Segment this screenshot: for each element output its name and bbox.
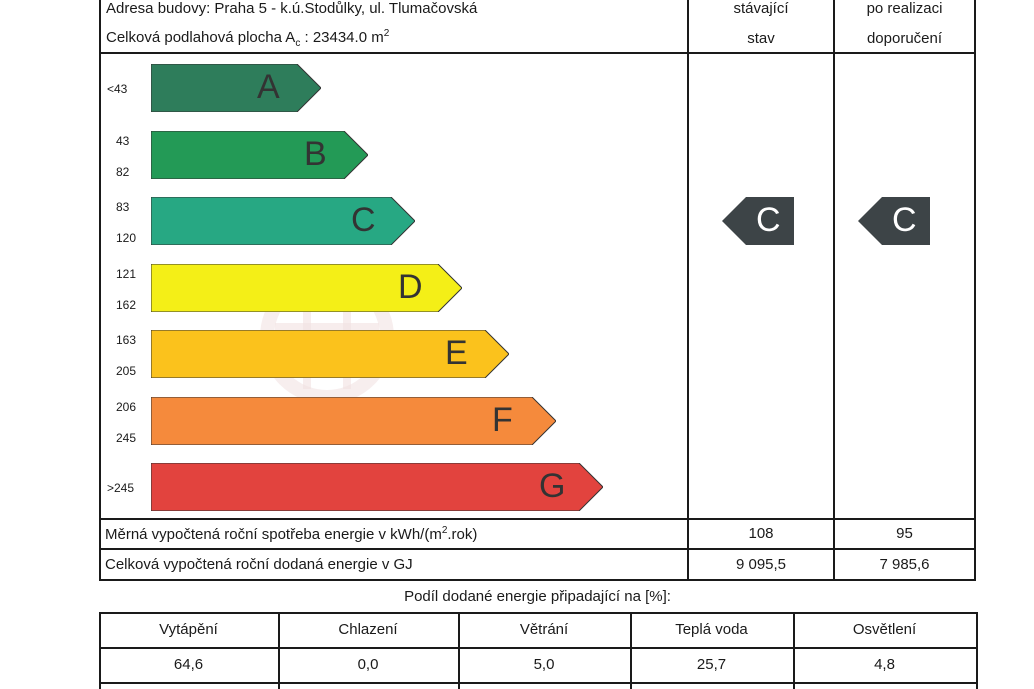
total-current-value: 9 095,5 bbox=[735, 556, 787, 573]
share-header-cell: Chlazení bbox=[338, 621, 398, 638]
energy-class-letter-b: B bbox=[304, 134, 327, 173]
specific-current-value: 108 bbox=[748, 525, 774, 542]
share-value-cell: 5,0 bbox=[533, 656, 555, 673]
share-top bbox=[99, 612, 976, 614]
share-col-line bbox=[99, 612, 101, 689]
share-header-cell: Osvětlení bbox=[852, 621, 917, 638]
energy-class-letter-a: A bbox=[257, 68, 280, 106]
current-class-letter: C bbox=[756, 201, 781, 239]
energy-class-bar-f: F bbox=[151, 396, 556, 445]
energy-class-range-high-d: 162 bbox=[116, 297, 137, 312]
energy-class-range-g: >245 bbox=[107, 481, 135, 495]
share-value-cell: 64,6 bbox=[173, 656, 204, 673]
energy-class-bar-e: E bbox=[151, 330, 509, 378]
frame-row2-bottom bbox=[99, 579, 976, 581]
share-col-line bbox=[630, 612, 632, 689]
energy-class-range-low-f: 206 bbox=[116, 399, 137, 414]
energy-class-range-low-c: 83 bbox=[116, 200, 130, 214]
energy-class-letter-e: E bbox=[445, 334, 468, 372]
col-current-header-1: stávající bbox=[733, 0, 789, 17]
energy-class-bar-d: D bbox=[151, 263, 462, 312]
floor-area: Celková podlahová plocha Ac : 23434.0 m2 bbox=[106, 28, 389, 49]
energy-class-shape-g bbox=[151, 463, 603, 511]
specific-label-suffix: .rok) bbox=[447, 526, 478, 543]
energy-class-letter-f: F bbox=[492, 400, 513, 439]
share-mid bbox=[99, 647, 976, 649]
after-class-indicator: C bbox=[858, 197, 930, 245]
floor-area-value: : 23434.0 m bbox=[300, 29, 384, 46]
share-col-line bbox=[458, 612, 460, 689]
energy-class-letter-g: G bbox=[539, 467, 566, 505]
specific-consumption-label: Měrná vypočtená roční spotřeba energie v… bbox=[105, 525, 477, 543]
frame-chart-bottom bbox=[99, 518, 976, 520]
share-header-cell: Větrání bbox=[519, 621, 569, 638]
current-indicator-shape bbox=[722, 197, 794, 245]
energy-class-range-high-f: 245 bbox=[116, 430, 137, 445]
specific-after-value: 95 bbox=[896, 525, 913, 542]
building-address: Adresa budovy: Praha 5 - k.ú.Stodůlky, u… bbox=[106, 0, 478, 17]
energy-class-bar-g: G bbox=[151, 463, 603, 511]
floor-area-prefix: Celková podlahová plocha A bbox=[106, 29, 296, 46]
energy-class-shape-a bbox=[151, 64, 321, 112]
specific-label-sup: 2 bbox=[441, 525, 448, 536]
share-title: Podíl dodané energie připadající na [%]: bbox=[404, 588, 671, 605]
col-after-header-1: po realizaci bbox=[866, 0, 943, 17]
current-class-indicator: C bbox=[722, 197, 794, 245]
energy-class-shape-c bbox=[151, 197, 415, 245]
energy-class-range-low-d: 121 bbox=[116, 266, 137, 281]
after-indicator-shape bbox=[858, 197, 930, 245]
total-energy-label: Celková vypočtená roční dodaná energie v… bbox=[105, 556, 413, 573]
energy-class-bar-a: A bbox=[151, 64, 321, 112]
energy-class-range-high-b: 82 bbox=[116, 164, 130, 179]
specific-label-text: Měrná vypočtená roční spotřeba energie v… bbox=[105, 526, 442, 543]
after-class-letter: C bbox=[892, 201, 917, 239]
frame-header-bottom bbox=[99, 52, 976, 54]
frame-col2 bbox=[833, 0, 835, 581]
energy-class-shape-e bbox=[151, 330, 509, 378]
frame-col1 bbox=[687, 0, 689, 581]
energy-class-range-a: <43 bbox=[107, 82, 128, 96]
share-value-cell: 4,8 bbox=[874, 656, 895, 673]
share-col-line bbox=[278, 612, 280, 689]
frame-left bbox=[99, 0, 101, 581]
energy-class-bar-c: C bbox=[151, 197, 415, 245]
share-bottom bbox=[99, 682, 976, 684]
energy-class-shape-f bbox=[151, 396, 556, 445]
energy-class-range-high-e: 205 bbox=[116, 364, 137, 378]
frame-right bbox=[974, 0, 976, 581]
energy-class-letter-c: C bbox=[351, 201, 376, 239]
energy-class-shape-d bbox=[151, 263, 462, 312]
energy-class-bar-b: B bbox=[151, 130, 368, 179]
share-col-line bbox=[793, 612, 795, 689]
floor-area-sub: c bbox=[295, 38, 301, 49]
energy-class-letter-d: D bbox=[398, 267, 423, 306]
frame-row1-bottom bbox=[99, 548, 976, 550]
energy-class-shape-b bbox=[151, 130, 368, 179]
floor-area-sup: 2 bbox=[383, 28, 390, 39]
energy-class-range-high-c: 120 bbox=[116, 231, 137, 245]
share-header-cell: Teplá voda bbox=[675, 621, 748, 638]
share-value-cell: 0,0 bbox=[357, 656, 379, 673]
col-after-header-2: doporučení bbox=[866, 30, 943, 47]
energy-class-range-low-b: 43 bbox=[116, 133, 130, 148]
share-header-cell: Vytápění bbox=[159, 621, 218, 638]
col-current-header-2: stav bbox=[747, 30, 775, 47]
energy-class-range-low-e: 163 bbox=[116, 333, 137, 347]
share-col-line bbox=[976, 612, 978, 689]
total-after-value: 7 985,6 bbox=[879, 556, 930, 573]
share-value-cell: 25,7 bbox=[696, 656, 727, 673]
